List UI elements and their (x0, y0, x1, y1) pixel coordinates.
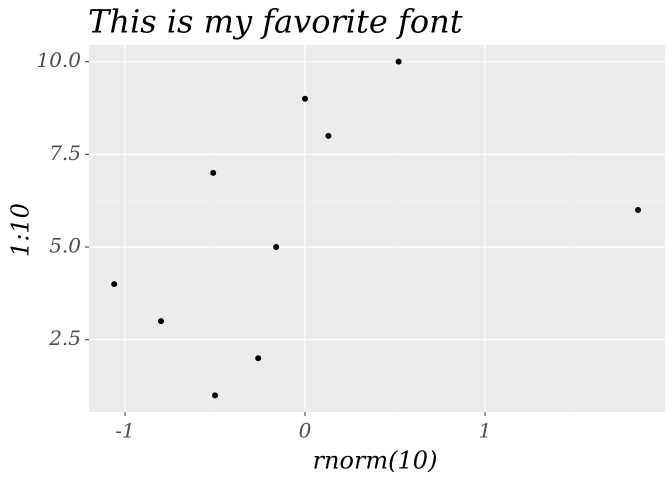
point (302, 95, 308, 102)
y-axis-label: 1:10 (7, 203, 35, 257)
point (158, 318, 164, 325)
x-tick-label: 1 (479, 419, 492, 443)
y-tick-label: 7.5 (49, 141, 81, 165)
x-tick-label: -1 (115, 419, 134, 443)
chart-title: This is my favorite font (88, 3, 463, 41)
y-tick-label: 5.0 (49, 234, 81, 258)
point (273, 244, 280, 251)
point (210, 169, 217, 176)
x-tick-label: 0 (299, 419, 312, 443)
point (111, 281, 118, 288)
point (635, 206, 641, 213)
panel (89, 45, 665, 412)
point (395, 58, 402, 65)
point (212, 392, 218, 399)
x-axis-label: rnorm(10) (313, 447, 438, 475)
y-tick-label: 2.5 (48, 326, 81, 350)
point (255, 355, 262, 362)
y-tick-label: 10.0 (36, 48, 81, 72)
point (325, 132, 332, 139)
